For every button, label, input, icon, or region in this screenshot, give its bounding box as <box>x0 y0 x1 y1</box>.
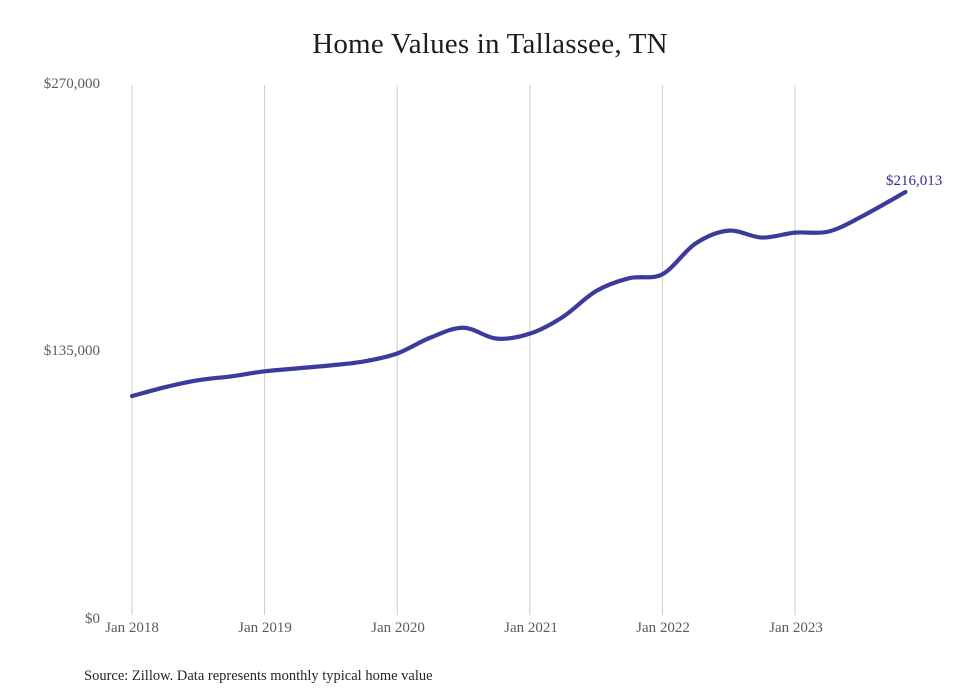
xtick-label-jan-2020: Jan 2020 <box>371 620 425 636</box>
line-chart-svg <box>129 85 908 615</box>
end-value-annotation: $216,013 <box>886 173 943 189</box>
xtick-label-jan-2023: Jan 2023 <box>769 620 823 636</box>
page-title: Home Values in Tallassee, TN <box>312 28 668 60</box>
ytick-label-270000: $270,000 <box>43 76 100 92</box>
ytick-label-0: $0 <box>85 611 100 627</box>
gridlines-group <box>131 85 796 615</box>
xtick-label-jan-2018: Jan 2018 <box>105 620 159 636</box>
xtick-label-jan-2022: Jan 2022 <box>636 620 690 636</box>
source-note: Source: Zillow. Data represents monthly … <box>84 668 433 684</box>
xtick-label-jan-2019: Jan 2019 <box>238 620 292 636</box>
series-line-typical-home-value <box>129 189 908 399</box>
xtick-label-jan-2021: Jan 2021 <box>504 620 558 636</box>
plot-area: $270,000 $135,000 $0 Jan 2018 Jan 2019 J… <box>43 76 943 636</box>
ytick-label-135000: $135,000 <box>43 343 100 359</box>
